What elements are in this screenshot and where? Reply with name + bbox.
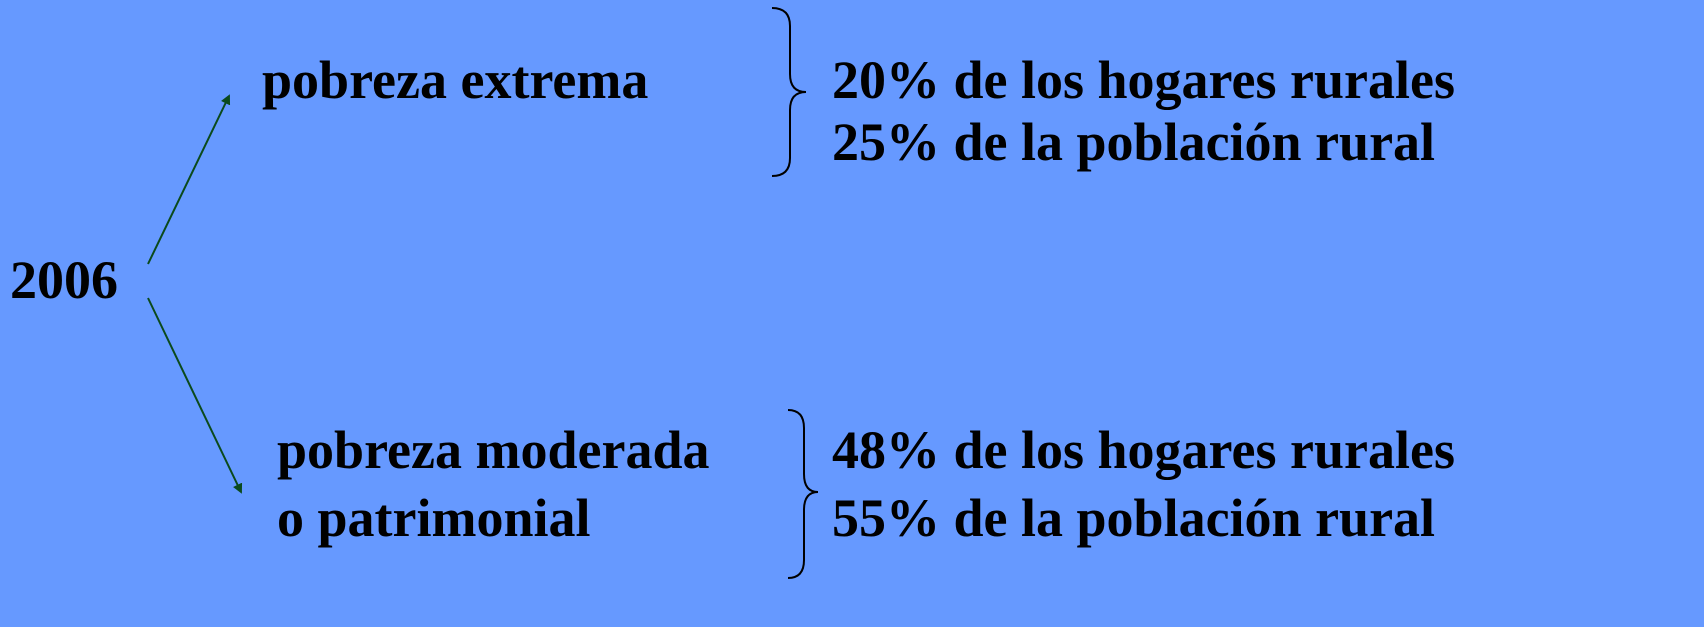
arrow xyxy=(147,94,231,265)
branch-label: pobreza moderada xyxy=(277,420,709,480)
arrow xyxy=(147,297,243,494)
brace xyxy=(771,7,807,177)
detail: 20% de los hogares rurales xyxy=(832,50,1455,110)
detail: 48% de los hogares rurales xyxy=(832,420,1455,480)
root-label: 2006 xyxy=(10,250,118,310)
brace xyxy=(787,409,819,579)
detail: 55% de la población rural xyxy=(832,488,1435,548)
branch-label: o patrimonial xyxy=(277,488,591,548)
branch-label: pobreza extrema xyxy=(262,50,648,110)
detail: 25% de la población rural xyxy=(832,112,1435,172)
